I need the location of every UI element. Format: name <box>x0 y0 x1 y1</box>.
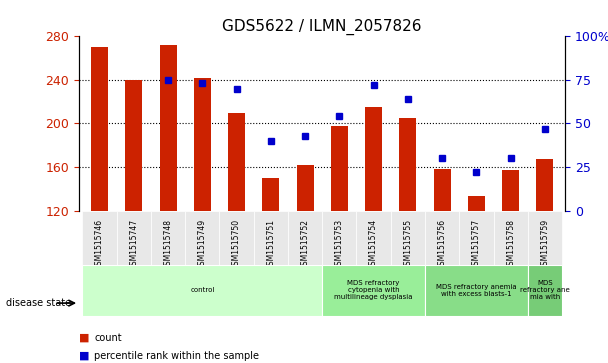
Bar <box>331 126 348 211</box>
FancyBboxPatch shape <box>83 211 117 265</box>
Title: GDS5622 / ILMN_2057826: GDS5622 / ILMN_2057826 <box>223 19 422 35</box>
Bar <box>228 113 245 211</box>
Bar <box>125 80 142 211</box>
FancyBboxPatch shape <box>356 211 391 265</box>
FancyBboxPatch shape <box>219 211 254 265</box>
Bar <box>297 165 314 211</box>
FancyBboxPatch shape <box>494 211 528 265</box>
FancyBboxPatch shape <box>391 211 425 265</box>
FancyBboxPatch shape <box>528 211 562 265</box>
Text: control: control <box>190 287 215 293</box>
Bar <box>399 118 416 211</box>
FancyBboxPatch shape <box>83 265 322 316</box>
Text: MDS
refractory ane
mia with: MDS refractory ane mia with <box>520 280 570 301</box>
FancyBboxPatch shape <box>528 265 562 316</box>
Bar <box>194 78 211 211</box>
Text: GSM1515754: GSM1515754 <box>369 219 378 270</box>
FancyBboxPatch shape <box>425 265 528 316</box>
Text: MDS refractory
cytopenia with
multilineage dysplasia: MDS refractory cytopenia with multilinea… <box>334 280 413 301</box>
FancyBboxPatch shape <box>151 211 185 265</box>
Bar <box>91 47 108 211</box>
Text: count: count <box>94 333 122 343</box>
Bar <box>262 178 280 211</box>
Bar <box>468 196 485 211</box>
Text: GSM1515752: GSM1515752 <box>300 219 309 270</box>
FancyBboxPatch shape <box>117 211 151 265</box>
FancyBboxPatch shape <box>459 211 494 265</box>
Text: GSM1515756: GSM1515756 <box>438 219 447 270</box>
Text: GSM1515749: GSM1515749 <box>198 219 207 270</box>
FancyBboxPatch shape <box>185 211 219 265</box>
Text: MDS refractory anemia
with excess blasts-1: MDS refractory anemia with excess blasts… <box>436 284 517 297</box>
Text: GSM1515751: GSM1515751 <box>266 219 275 270</box>
Bar <box>365 107 382 211</box>
Text: percentile rank within the sample: percentile rank within the sample <box>94 351 259 361</box>
Text: GSM1515748: GSM1515748 <box>164 219 173 270</box>
FancyBboxPatch shape <box>288 211 322 265</box>
Text: GSM1515758: GSM1515758 <box>506 219 515 270</box>
Text: GSM1515757: GSM1515757 <box>472 219 481 270</box>
Text: GSM1515750: GSM1515750 <box>232 219 241 270</box>
Bar <box>536 159 553 211</box>
FancyBboxPatch shape <box>322 211 356 265</box>
Text: disease state: disease state <box>6 298 71 308</box>
Bar <box>159 45 177 211</box>
FancyBboxPatch shape <box>425 211 459 265</box>
Text: GSM1515759: GSM1515759 <box>541 219 550 270</box>
Text: GSM1515753: GSM1515753 <box>335 219 344 270</box>
Bar <box>434 169 451 211</box>
Bar <box>502 170 519 211</box>
Text: GSM1515747: GSM1515747 <box>130 219 139 270</box>
FancyBboxPatch shape <box>254 211 288 265</box>
Text: ■: ■ <box>79 333 89 343</box>
Text: ■: ■ <box>79 351 89 361</box>
Text: GSM1515755: GSM1515755 <box>403 219 412 270</box>
Text: GSM1515746: GSM1515746 <box>95 219 104 270</box>
FancyBboxPatch shape <box>322 265 425 316</box>
